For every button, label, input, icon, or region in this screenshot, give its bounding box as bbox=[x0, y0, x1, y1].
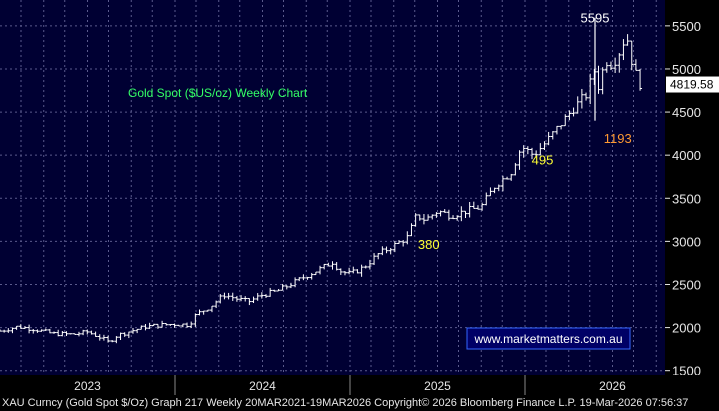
chart-footer: XAU Curncy (Gold Spot $/Oz) Graph 217 We… bbox=[0, 395, 719, 411]
watermark-text: www.marketmatters.com.au bbox=[473, 332, 622, 346]
y-tick-label: 1500 bbox=[672, 364, 701, 379]
candle-layer bbox=[0, 17, 643, 344]
plot-background bbox=[0, 0, 665, 375]
y-axis-background bbox=[665, 0, 719, 375]
x-tick-label: 2026 bbox=[599, 379, 626, 393]
x-axis-ticks: 2023 2024 2025 2026 bbox=[74, 375, 626, 395]
y-tick-label: 3000 bbox=[672, 234, 701, 249]
watermark-box bbox=[466, 327, 631, 350]
y-tick-label: 4500 bbox=[672, 105, 701, 120]
last-price-box bbox=[666, 76, 719, 93]
annotation-label: 380 bbox=[418, 237, 440, 252]
y-tick-label: 4000 bbox=[672, 148, 701, 163]
last-price-label: 4819.58 bbox=[670, 78, 714, 92]
y-tick-label: 5000 bbox=[672, 62, 701, 77]
y-tick-label: 5500 bbox=[672, 19, 701, 34]
annotation-label: 1193 bbox=[604, 131, 632, 146]
grid-layer bbox=[0, 0, 665, 375]
x-tick-label: 2023 bbox=[74, 379, 101, 393]
chart-title: Gold Spot ($US/oz) Weekly Chart bbox=[128, 86, 308, 100]
y-tick-label: 3500 bbox=[672, 191, 701, 206]
watermark-badge: www.marketmatters.com.au bbox=[466, 327, 631, 350]
y-tick-label: 2500 bbox=[672, 277, 701, 292]
y-tick-label: 2000 bbox=[672, 321, 701, 336]
annotation-label: 495 bbox=[532, 152, 554, 167]
annotations: 5595 495 380 1193 bbox=[418, 11, 632, 252]
x-tick-label: 2025 bbox=[424, 379, 451, 393]
x-tick-label: 2024 bbox=[249, 379, 276, 393]
x-axis-background bbox=[0, 375, 719, 395]
y-axis-ticks: 1500 2000 2500 3000 3500 4000 4500 5000 5500 bbox=[665, 19, 701, 379]
annotation-label: 5595 bbox=[581, 11, 610, 26]
last-price-tag: 4819.58 bbox=[666, 76, 719, 93]
